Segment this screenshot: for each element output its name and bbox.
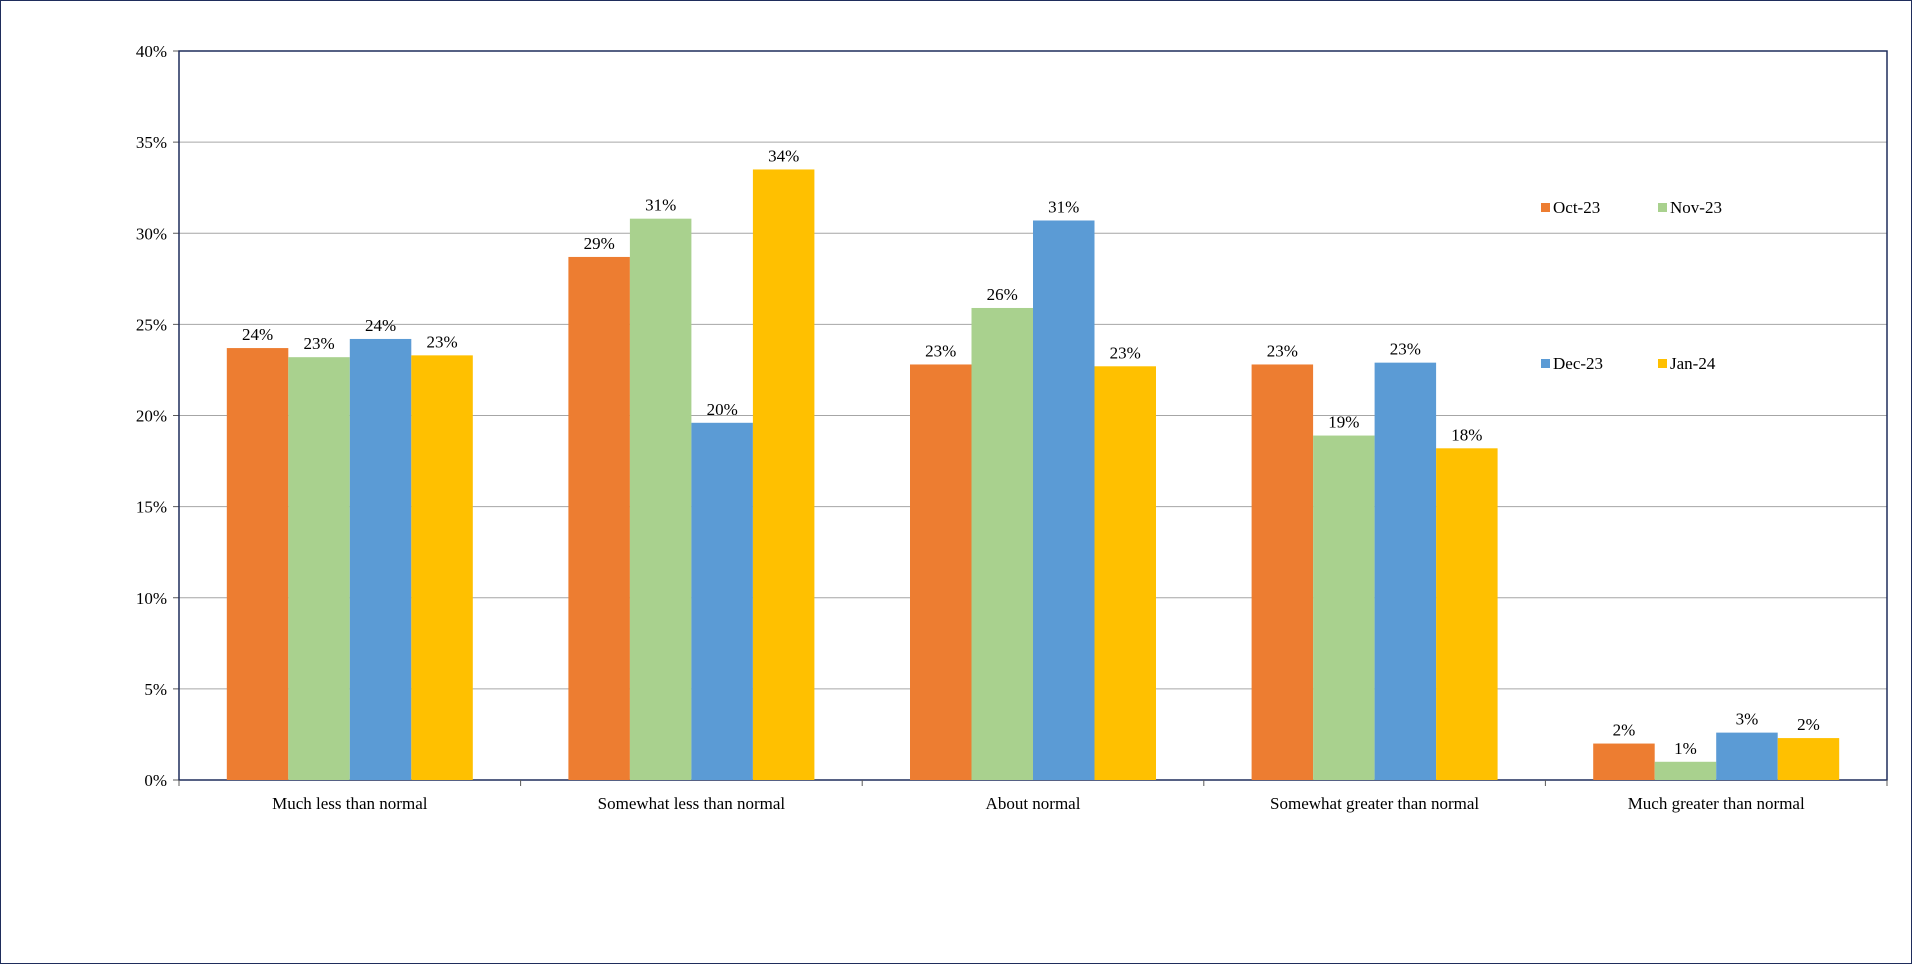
bar-nov-23 [288, 357, 350, 780]
legend: Oct-23 Nov-23 Dec-23 Jan-24 [1541, 198, 1722, 373]
bar-jan-24 [752, 169, 815, 780]
bar-oct-23 [1593, 743, 1655, 780]
legend-swatch-nov-23 [1658, 203, 1667, 212]
y-tick-label: 20% [136, 407, 167, 426]
data-label: 23% [1110, 343, 1141, 362]
bar-jan-24 [411, 355, 473, 780]
bar-oct-23 [226, 348, 289, 780]
legend-label: Nov-23 [1670, 198, 1722, 217]
y-tick-label: 40% [136, 42, 167, 61]
bar-oct-23 [910, 364, 972, 780]
x-category-label: Somewhat less than normal [598, 794, 786, 813]
legend-swatch-jan-24 [1658, 359, 1667, 368]
bar-nov-23 [971, 307, 1033, 780]
data-label: 34% [768, 146, 799, 165]
data-label: 24% [365, 316, 396, 335]
data-label: 2% [1613, 721, 1636, 740]
data-label: 1% [1674, 739, 1697, 758]
x-axis: Much less than normal Somewhat less than … [178, 780, 1888, 813]
legend-label: Oct-23 [1553, 198, 1600, 217]
y-tick-label: 15% [136, 498, 167, 517]
data-label: 31% [1048, 197, 1079, 216]
data-label: 23% [426, 332, 457, 351]
bar-nov-23 [1654, 761, 1717, 780]
bar-nov-23 [629, 218, 692, 781]
y-tick-label: 5% [144, 680, 167, 699]
y-tick-label: 25% [136, 315, 167, 334]
x-category-label: Somewhat greater than normal [1270, 794, 1479, 813]
data-label: 24% [242, 325, 273, 344]
data-label: 23% [1390, 340, 1421, 359]
bar-jan-24 [1436, 448, 1498, 780]
y-tick-label: 30% [136, 224, 167, 243]
x-category-label: Much greater than normal [1628, 794, 1805, 813]
y-tick-label: 35% [136, 133, 167, 152]
bar-dec-23 [1716, 732, 1778, 780]
data-label: 19% [1328, 413, 1359, 432]
legend-label: Jan-24 [1670, 354, 1716, 373]
legend-swatch-dec-23 [1541, 359, 1550, 368]
bar-dec-23 [349, 338, 412, 780]
bar-dec-23 [1374, 362, 1437, 780]
data-label: 18% [1451, 425, 1482, 444]
y-tick-label: 10% [136, 589, 167, 608]
legend-swatch-oct-23 [1541, 203, 1550, 212]
bar-oct-23 [1251, 364, 1314, 780]
bar-nov-23 [1313, 435, 1375, 780]
bar-jan-24 [1777, 738, 1840, 780]
data-label: 31% [645, 196, 676, 215]
bar-dec-23 [691, 422, 753, 780]
data-label: 29% [584, 234, 615, 253]
x-category-label: About normal [986, 794, 1081, 813]
data-label: 26% [987, 285, 1018, 304]
legend-label: Dec-23 [1553, 354, 1603, 373]
data-label: 23% [925, 341, 956, 360]
data-label: 3% [1736, 710, 1759, 729]
bar-jan-24 [1094, 366, 1156, 780]
data-label: 20% [707, 400, 738, 419]
data-label: 23% [303, 334, 334, 353]
bar-dec-23 [1033, 220, 1095, 780]
data-label: 23% [1267, 341, 1298, 360]
bar-oct-23 [568, 256, 630, 780]
bars [226, 169, 1840, 781]
x-category-label: Much less than normal [272, 794, 428, 813]
y-tick-label: 0% [144, 771, 167, 790]
data-label: 2% [1797, 715, 1820, 734]
data-labels: 24% 23% 24% 23% 29% 31% 20% 34% 23% 26% 31% 23% 23% 1… [242, 146, 1820, 757]
